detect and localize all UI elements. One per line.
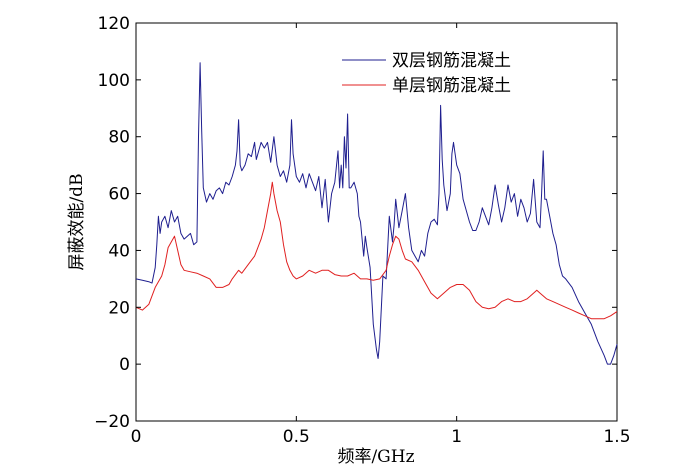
legend-label-2: 单层钢筋混凝土 <box>392 76 511 96</box>
x-tick-label: 0 <box>131 427 142 447</box>
x-tick-label: 1 <box>451 427 462 447</box>
y-tick-label: 40 <box>108 241 130 261</box>
x-tick-label: 1.5 <box>603 427 630 447</box>
y-tick-label: 120 <box>98 14 130 34</box>
series-line-1 <box>135 62 618 365</box>
y-axis-title: 屏蔽效能/dB <box>67 173 87 270</box>
y-tick-label: 80 <box>108 128 130 148</box>
y-tick-label: −20 <box>94 412 130 432</box>
x-tick-label: 0.5 <box>283 427 310 447</box>
y-tick-label: 100 <box>98 71 130 91</box>
y-tick-label: 20 <box>108 298 130 318</box>
y-tick-label: 0 <box>119 355 130 375</box>
series-line-2 <box>135 181 618 320</box>
x-axis-title: 频率/GHz <box>337 447 414 467</box>
legend-label-1: 双层钢筋混凝土 <box>392 51 511 71</box>
series-layer <box>135 62 618 365</box>
plot-area <box>135 22 618 422</box>
y-tick-label: 60 <box>108 185 130 205</box>
